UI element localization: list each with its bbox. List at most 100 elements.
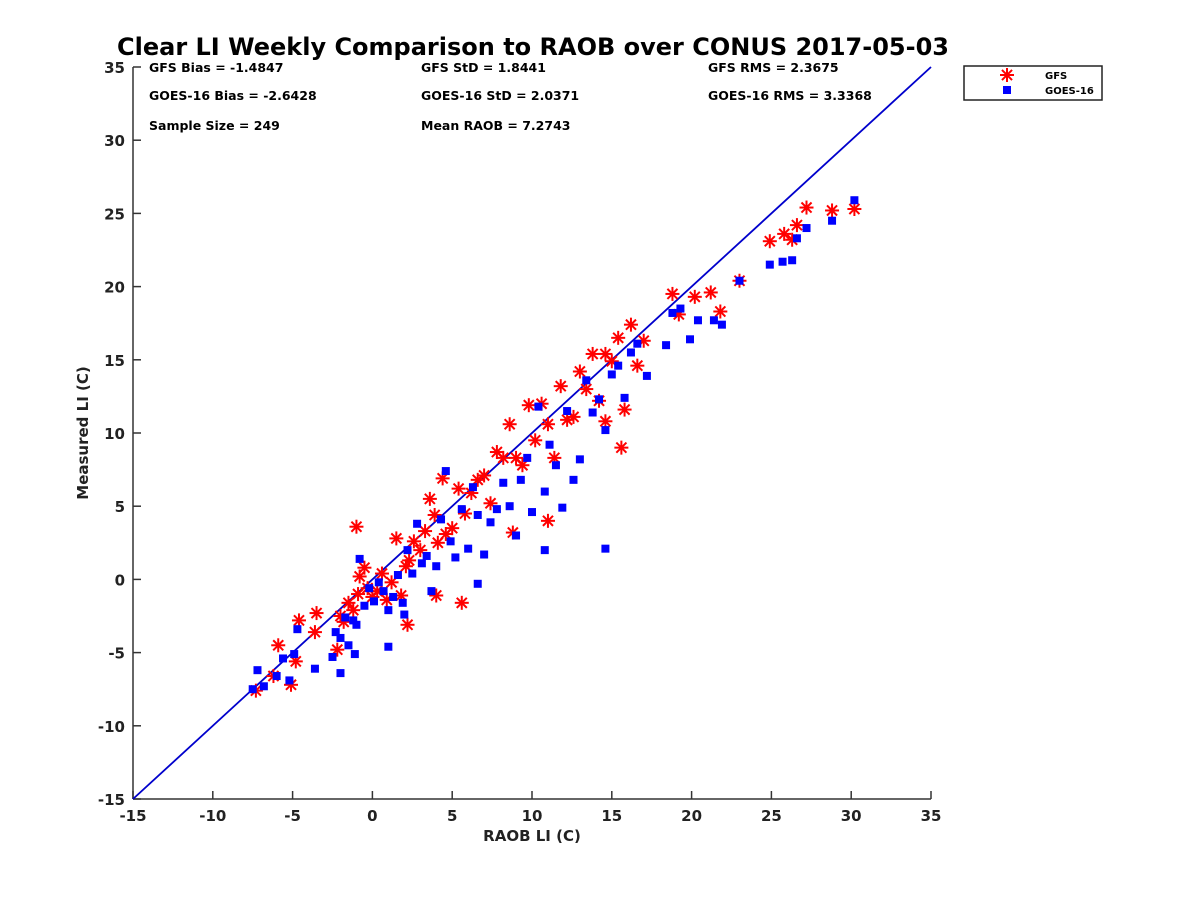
stat-annotation: Sample Size = 249 — [149, 118, 280, 133]
goes16-point — [398, 598, 407, 607]
goes16-point — [480, 550, 489, 559]
gfs-point — [349, 519, 364, 534]
goes16-point — [693, 316, 702, 325]
goes16-point — [432, 562, 441, 571]
x-tick-label: -15 — [119, 807, 146, 825]
goes16-point — [523, 453, 532, 462]
gfs-point — [528, 433, 543, 448]
y-tick-label: 5 — [115, 498, 125, 516]
gfs-point — [357, 560, 372, 575]
goes16-point — [595, 395, 604, 404]
gfs-point — [847, 202, 862, 217]
goes16-point — [389, 592, 398, 601]
stat-annotation: GFS RMS = 2.3675 — [708, 60, 839, 75]
stat-annotation: Mean RAOB = 7.2743 — [421, 118, 570, 133]
gfs-point — [406, 534, 421, 549]
goes16-point — [473, 579, 482, 588]
goes16-point — [620, 393, 629, 402]
y-tick-label: 20 — [104, 279, 125, 297]
goes16-point — [457, 505, 466, 514]
goes16-point — [379, 587, 388, 596]
goes16-point — [499, 478, 508, 487]
gfs-point — [351, 587, 366, 602]
gfs-point — [598, 414, 613, 429]
legend-label: GFS — [1045, 71, 1067, 82]
x-axis-label: RAOB LI (C) — [483, 827, 581, 845]
legend-marker-goes16 — [1003, 86, 1011, 94]
y-tick-label: 0 — [115, 571, 125, 589]
goes16-point — [850, 196, 859, 205]
chart-title: Clear LI Weekly Comparison to RAOB over … — [117, 33, 949, 61]
stats-annotations: GFS Bias = -1.4847 GFS StD = 1.8441 GFS RM… — [149, 60, 872, 133]
goes16-point — [534, 402, 543, 411]
gfs-point — [572, 364, 587, 379]
gfs-point — [477, 468, 492, 483]
x-tick-label: 15 — [601, 807, 622, 825]
goes16-point — [516, 475, 525, 484]
x-tick-label: 30 — [841, 807, 862, 825]
goes16-point — [408, 569, 417, 578]
goes16-point — [464, 544, 473, 553]
goes16-point — [451, 553, 460, 562]
plot-area — [132, 66, 932, 800]
gfs-point — [284, 677, 299, 692]
goes16-point — [569, 475, 578, 484]
goes16-point — [369, 597, 378, 606]
legend: GFS GOES-16 — [963, 65, 1103, 101]
gfs-point — [789, 218, 804, 233]
gfs-point — [521, 398, 536, 413]
y-tick-label: 30 — [104, 132, 125, 150]
gfs-point — [346, 603, 361, 618]
gfs-point — [799, 200, 814, 215]
goes16-point — [601, 544, 610, 553]
gfs-point — [427, 507, 442, 522]
x-tick-label: 20 — [681, 807, 702, 825]
goes16-point — [336, 633, 345, 642]
gfs-point — [665, 286, 680, 301]
gfs-point — [307, 625, 322, 640]
gfs-point — [422, 491, 437, 506]
legend-marker-gfs — [1000, 68, 1014, 82]
goes16-point — [279, 654, 288, 663]
gfs-point — [540, 513, 555, 528]
goes16-point — [601, 426, 610, 435]
goes16-point — [374, 578, 383, 587]
goes16-point — [293, 625, 302, 634]
gfs-point — [384, 575, 399, 590]
gfs-point — [454, 595, 469, 610]
goes16-point — [403, 546, 412, 555]
gfs-point — [291, 613, 306, 628]
goes16-point — [400, 610, 409, 619]
x-tick-label: 10 — [522, 807, 543, 825]
gfs-point — [451, 481, 466, 496]
gfs-point — [762, 234, 777, 249]
goes16-point — [575, 455, 584, 464]
x-tick-label: 0 — [367, 807, 377, 825]
goes16-point — [505, 502, 514, 511]
gfs-point — [400, 617, 415, 632]
goes16-point — [545, 440, 554, 449]
goes16-point — [765, 260, 774, 269]
goes16-point — [259, 682, 268, 691]
gfs-point — [579, 382, 594, 397]
gfs-point — [418, 524, 433, 539]
y-axis-label: Measured LI (C) — [74, 366, 92, 499]
goes16-point — [441, 467, 450, 476]
y-tick-label: -5 — [108, 645, 125, 663]
goes16-point — [427, 587, 436, 596]
gfs-point — [614, 440, 629, 455]
gfs-point — [623, 317, 638, 332]
stat-annotation: GOES-16 RMS = 3.3368 — [708, 88, 872, 103]
stat-annotation: GOES-16 Bias = -2.6428 — [149, 88, 317, 103]
goes16-point — [352, 620, 361, 629]
gfs-point — [611, 330, 626, 345]
series-gfs — [248, 200, 862, 698]
goes16-point — [642, 371, 651, 380]
goes16-point — [512, 531, 521, 540]
goes16-point — [384, 606, 393, 615]
goes16-point — [662, 341, 671, 350]
goes16-point — [563, 407, 572, 416]
y-tick-label: 35 — [104, 59, 125, 77]
stat-annotation: GFS Bias = -1.4847 — [149, 60, 283, 75]
